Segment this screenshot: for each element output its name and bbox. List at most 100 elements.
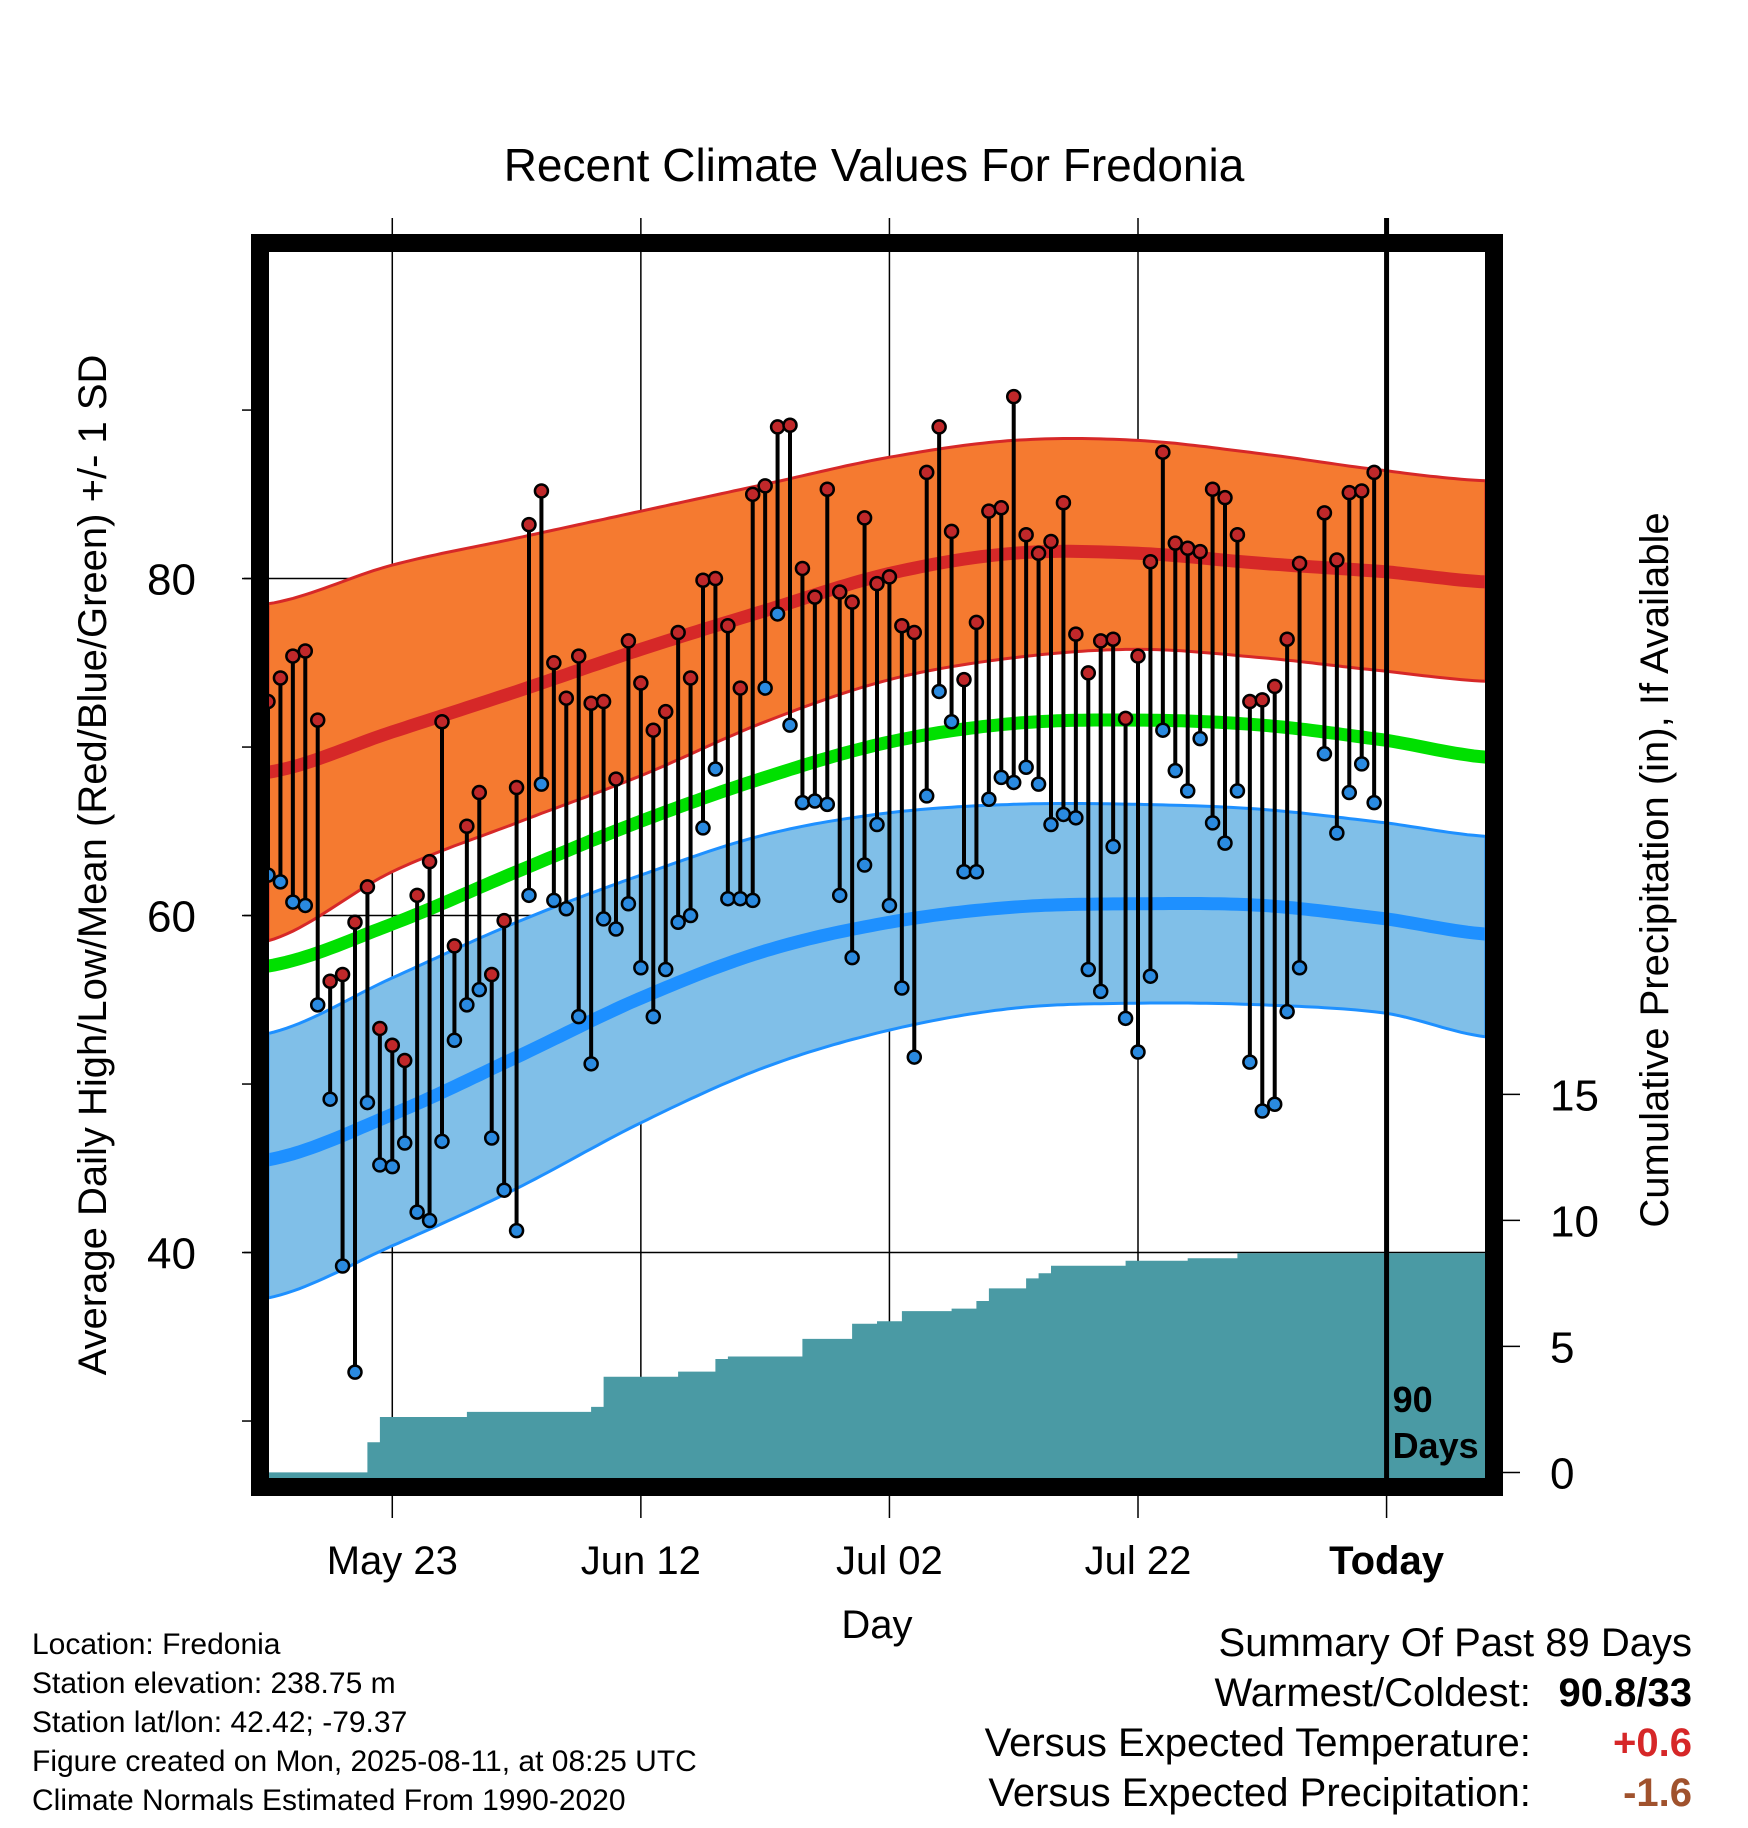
x-axis-label: Day xyxy=(841,1603,912,1647)
normal-low-line xyxy=(268,897,1486,1167)
daily-high-point xyxy=(359,879,376,895)
daily-high-point xyxy=(881,569,898,585)
daily-low-point xyxy=(384,1158,401,1175)
daily-low-point xyxy=(396,1135,413,1151)
daily-high-point xyxy=(707,570,724,587)
daily-high-point xyxy=(657,703,674,720)
daily-low-point xyxy=(558,901,575,917)
meta-elevation: Station elevation: 238.75 m xyxy=(32,1667,396,1700)
daily-high-point xyxy=(322,973,338,990)
y2-tick-label: 0 xyxy=(1550,1449,1574,1498)
precipitation-area xyxy=(268,1253,1486,1480)
summary-label: Versus Expected Precipitation: xyxy=(988,1771,1531,1815)
summary-panel: Summary Of Past 89 Days Warmest/Coldest:… xyxy=(985,1618,1692,1818)
daily-high-point xyxy=(297,643,314,659)
summary-heading: Summary Of Past 89 Days xyxy=(1218,1621,1692,1665)
daily-high-point xyxy=(372,1020,388,1037)
daily-low-point xyxy=(956,863,972,880)
summary-row-precipitation: Versus Expected Precipitation: -1.6 xyxy=(985,1768,1692,1818)
summary-value: 90.8/33 xyxy=(1558,1671,1692,1715)
daily-high-point xyxy=(1105,631,1121,647)
daily-low-point xyxy=(1366,794,1382,811)
daily-low-point xyxy=(881,897,898,914)
daily-high-point xyxy=(1217,489,1233,506)
daily-low-point xyxy=(1092,983,1109,1000)
daily-high-point xyxy=(943,523,960,540)
daily-high-point xyxy=(1242,693,1258,710)
meta-latlon: Station lat/lon: 42.42; -79.37 xyxy=(32,1706,408,1739)
daily-high-point xyxy=(732,680,749,696)
summary-value: -1.6 xyxy=(1623,1771,1692,1815)
daily-low-point xyxy=(570,1008,587,1025)
meta-created: Figure created on Mon, 2025-08-11, at 08… xyxy=(32,1745,697,1778)
cumulative-precipitation-area xyxy=(268,1253,1486,1480)
daily-high-point xyxy=(869,575,885,592)
y-tick-label: 80 xyxy=(147,556,196,605)
daily-high-point xyxy=(1167,535,1184,551)
daily-low-point xyxy=(272,874,289,890)
daily-low-point xyxy=(707,761,724,777)
daily-high-point xyxy=(583,695,599,711)
daily-high-point xyxy=(521,516,537,533)
chart-title: Recent Climate Values For Fredonia xyxy=(503,139,1245,191)
today-marker-label: 90 Days xyxy=(1393,1379,1479,1466)
daily-low-point xyxy=(372,1157,388,1173)
daily-high-point xyxy=(968,614,985,631)
daily-low-point xyxy=(1167,762,1184,779)
x-tick-label: Today xyxy=(1329,1539,1445,1583)
daily-low-point xyxy=(1080,961,1097,978)
daily-high-point xyxy=(1005,388,1022,405)
x-tick-label: May 23 xyxy=(327,1539,458,1583)
daily-high-point xyxy=(1204,481,1221,498)
daily-low-point xyxy=(533,776,550,792)
daily-low-point xyxy=(285,894,301,910)
daily-low-point xyxy=(1266,1096,1283,1113)
daily-high-point xyxy=(558,690,575,706)
daily-high-point xyxy=(1018,527,1034,543)
daily-low-point xyxy=(732,890,749,907)
daily-low-point xyxy=(1229,783,1246,799)
daily-low-point xyxy=(1179,783,1196,799)
daily-low-point xyxy=(757,680,773,696)
daily-low-point xyxy=(1130,1044,1146,1060)
normal-bands xyxy=(268,437,1486,1300)
daily-high-point xyxy=(819,481,836,498)
daily-high-point xyxy=(1043,533,1059,550)
daily-high-point xyxy=(1353,483,1370,499)
daily-low-point xyxy=(434,1133,450,1150)
daily-high-point xyxy=(1279,631,1295,647)
daily-low-point xyxy=(297,897,314,914)
daily-high-point xyxy=(620,633,637,649)
daily-high-point xyxy=(744,486,761,503)
daily-low-point xyxy=(1018,759,1034,776)
summary-row-warmest: Warmest/Coldest: 90.8/33 xyxy=(985,1668,1693,1718)
y-tick-label: 60 xyxy=(147,893,196,942)
daily-low-point xyxy=(546,892,562,909)
daily-high-point xyxy=(595,693,612,710)
high-sd-band xyxy=(268,437,1486,943)
daily-low-point xyxy=(633,960,649,976)
daily-low-point xyxy=(943,714,960,730)
daily-high-point xyxy=(682,670,699,686)
daily-low-point xyxy=(1316,746,1333,762)
daily-high-point xyxy=(956,671,972,688)
daily-range-stems xyxy=(268,396,1377,1373)
daily-high-point xyxy=(483,966,500,983)
station-metadata: Location: Fredonia Station elevation: 23… xyxy=(32,1625,697,1820)
daily-high-point xyxy=(268,693,276,710)
daily-low-point xyxy=(1341,784,1358,801)
y-tick-label: 40 xyxy=(147,1230,196,1279)
daily-high-point xyxy=(533,483,550,499)
meta-location: Location: Fredonia xyxy=(32,1628,281,1661)
meta-normals: Climate Normals Estimated From 1990-2020 xyxy=(32,1784,626,1817)
daily-high-point xyxy=(1155,444,1171,460)
daily-low-point xyxy=(993,769,1010,786)
daily-low-point xyxy=(769,606,786,622)
daily-low-point xyxy=(446,1032,463,1048)
daily-low-point xyxy=(918,788,935,804)
daily-high-point xyxy=(782,417,798,433)
daily-high-point xyxy=(1080,665,1097,681)
daily-high-point xyxy=(446,938,463,954)
summary-label: Versus Expected Temperature: xyxy=(984,1721,1531,1765)
plot-frame xyxy=(251,234,1503,1496)
